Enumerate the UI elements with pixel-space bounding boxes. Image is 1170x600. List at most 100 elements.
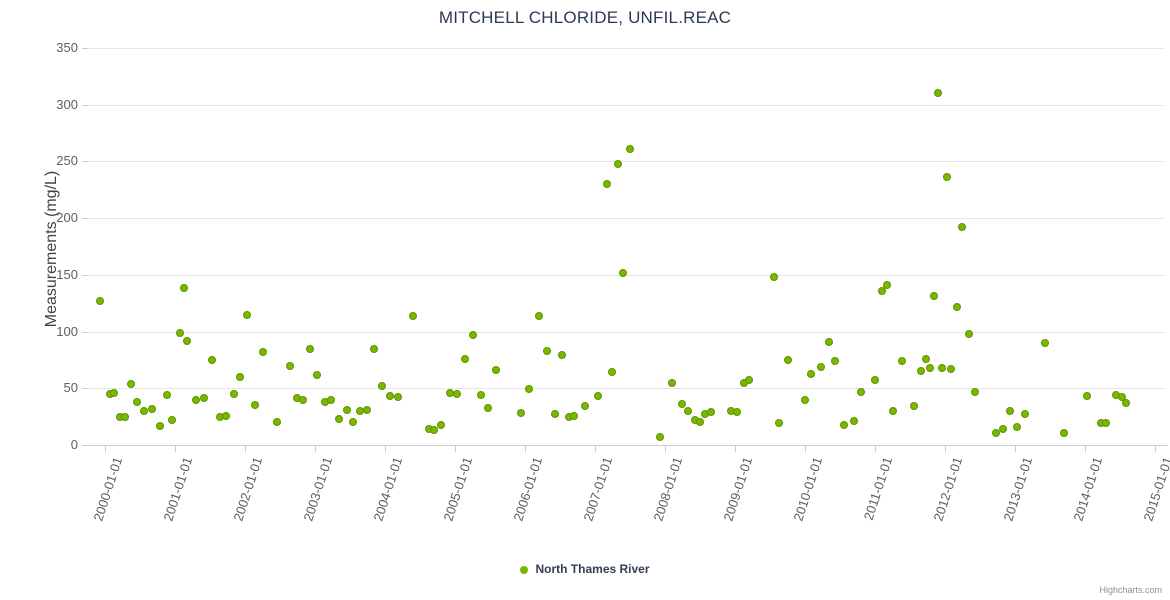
data-point[interactable] (272, 418, 281, 427)
data-point[interactable] (839, 420, 848, 429)
data-point[interactable] (882, 281, 891, 290)
data-point[interactable] (312, 370, 321, 379)
data-point[interactable] (492, 366, 501, 375)
data-point[interactable] (550, 410, 559, 419)
data-point[interactable] (958, 223, 967, 232)
data-point[interactable] (437, 420, 446, 429)
data-point[interactable] (175, 328, 184, 337)
data-point[interactable] (285, 361, 294, 370)
data-point[interactable] (139, 406, 148, 415)
data-point[interactable] (334, 414, 343, 423)
data-point[interactable] (179, 284, 188, 293)
data-point[interactable] (342, 405, 351, 414)
data-point[interactable] (95, 296, 104, 305)
data-point[interactable] (394, 393, 403, 402)
data-point[interactable] (207, 355, 216, 364)
data-point[interactable] (878, 286, 887, 295)
data-point[interactable] (619, 268, 628, 277)
data-point[interactable] (156, 421, 165, 430)
data-point[interactable] (580, 402, 589, 411)
data-point[interactable] (934, 89, 943, 98)
data-point[interactable] (200, 394, 209, 403)
data-point[interactable] (1102, 419, 1111, 428)
highcharts-credit[interactable]: Highcharts.com (1099, 585, 1162, 595)
data-point[interactable] (1117, 393, 1126, 402)
data-point[interactable] (942, 173, 951, 182)
data-point[interactable] (1021, 410, 1030, 419)
data-point[interactable] (109, 388, 118, 397)
data-point[interactable] (1060, 428, 1069, 437)
data-point[interactable] (163, 391, 172, 400)
data-point[interactable] (147, 404, 156, 413)
data-point[interactable] (570, 411, 579, 420)
data-point[interactable] (1122, 399, 1131, 408)
data-point[interactable] (991, 428, 1000, 437)
data-point[interactable] (476, 391, 485, 400)
data-point[interactable] (888, 406, 897, 415)
data-point[interactable] (126, 379, 135, 388)
data-point[interactable] (965, 329, 974, 338)
data-point[interactable] (825, 337, 834, 346)
data-point[interactable] (683, 406, 692, 415)
data-point[interactable] (121, 412, 130, 421)
data-point[interactable] (258, 347, 267, 356)
data-point[interactable] (229, 389, 238, 398)
data-point[interactable] (409, 311, 418, 320)
data-point[interactable] (930, 292, 939, 301)
data-point[interactable] (830, 357, 839, 366)
data-point[interactable] (668, 378, 677, 387)
data-point[interactable] (677, 400, 686, 409)
data-point[interactable] (370, 344, 379, 353)
data-point[interactable] (998, 425, 1007, 434)
data-point[interactable] (774, 419, 783, 428)
data-point[interactable] (732, 408, 741, 417)
data-point[interactable] (655, 433, 664, 442)
data-point[interactable] (970, 387, 979, 396)
data-point[interactable] (460, 354, 469, 363)
data-point[interactable] (535, 311, 544, 320)
data-point[interactable] (952, 302, 961, 311)
data-point[interactable] (947, 365, 956, 373)
data-point[interactable] (816, 362, 825, 371)
data-point[interactable] (132, 397, 141, 406)
data-point[interactable] (871, 376, 880, 385)
data-point[interactable] (921, 354, 930, 363)
data-point[interactable] (783, 355, 792, 364)
data-point[interactable] (192, 395, 201, 404)
data-point[interactable] (386, 392, 395, 401)
data-point[interactable] (235, 372, 244, 381)
data-point[interactable] (305, 344, 314, 353)
data-point[interactable] (524, 385, 533, 394)
data-point[interactable] (452, 389, 461, 398)
data-point[interactable] (626, 144, 635, 153)
data-point[interactable] (183, 336, 192, 345)
data-point[interactable] (349, 418, 358, 427)
data-point[interactable] (468, 330, 477, 339)
data-point[interactable] (926, 363, 935, 372)
data-point[interactable] (517, 409, 526, 418)
data-point[interactable] (744, 376, 753, 385)
data-point[interactable] (484, 403, 493, 412)
data-point[interactable] (801, 395, 810, 404)
legend-item-north-thames-river[interactable]: North Thames River (520, 562, 650, 576)
data-point[interactable] (769, 273, 778, 282)
data-point[interactable] (850, 417, 859, 426)
data-point[interactable] (557, 351, 566, 360)
data-point[interactable] (594, 392, 603, 401)
data-point[interactable] (696, 418, 705, 427)
data-point[interactable] (377, 382, 386, 391)
data-point[interactable] (909, 402, 918, 411)
data-point[interactable] (1005, 406, 1014, 415)
data-point[interactable] (1012, 422, 1021, 431)
data-point[interactable] (1040, 338, 1049, 347)
data-point[interactable] (363, 405, 372, 414)
data-point[interactable] (326, 395, 335, 404)
data-point[interactable] (613, 159, 622, 168)
data-point[interactable] (602, 180, 611, 189)
data-point[interactable] (242, 310, 251, 319)
data-point[interactable] (1082, 392, 1091, 401)
data-point[interactable] (857, 387, 866, 396)
data-point[interactable] (167, 416, 176, 425)
data-point[interactable] (430, 426, 439, 435)
data-point[interactable] (543, 346, 552, 355)
